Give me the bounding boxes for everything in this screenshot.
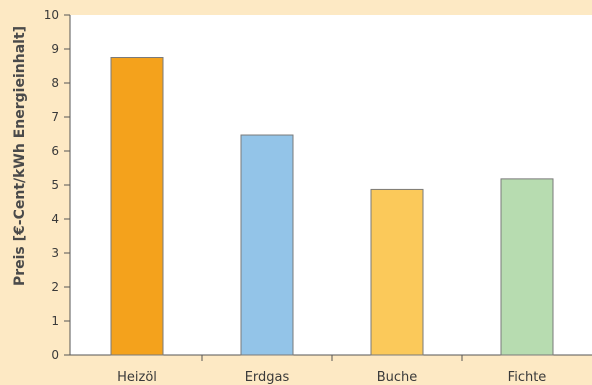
- bar-4: [500, 178, 554, 356]
- y-tick-label: 8: [51, 76, 59, 90]
- y-tick-label: 6: [51, 144, 59, 158]
- y-tick-label: 9: [51, 42, 59, 56]
- x-category-label: Heizöl: [117, 370, 157, 385]
- y-axis: 0 1 2 3 4 5 6 7 8 9 10: [44, 8, 71, 362]
- y-tick-label: 2: [51, 280, 59, 294]
- x-category-label: Buche: [377, 370, 418, 385]
- x-axis: Heizöl Erdgas Buche Fichte: [70, 354, 592, 385]
- x-category-label: Erdgas: [245, 370, 290, 385]
- bar-2: [240, 134, 294, 356]
- y-axis-title: Preis [€-Cent/kWh Energieinhalt]: [12, 26, 28, 286]
- bar-1: [110, 57, 164, 356]
- y-tick-label: 7: [51, 110, 59, 124]
- y-tick-label: 1: [51, 314, 59, 328]
- bars: [110, 57, 554, 356]
- bar-3: [370, 188, 424, 356]
- x-category-label: Fichte: [508, 370, 547, 385]
- y-tick-label: 4: [51, 212, 59, 226]
- y-tick-label: 3: [51, 246, 59, 260]
- y-tick-label: 0: [51, 348, 59, 362]
- y-tick-label: 10: [44, 8, 59, 22]
- y-tick-label: 5: [51, 178, 59, 192]
